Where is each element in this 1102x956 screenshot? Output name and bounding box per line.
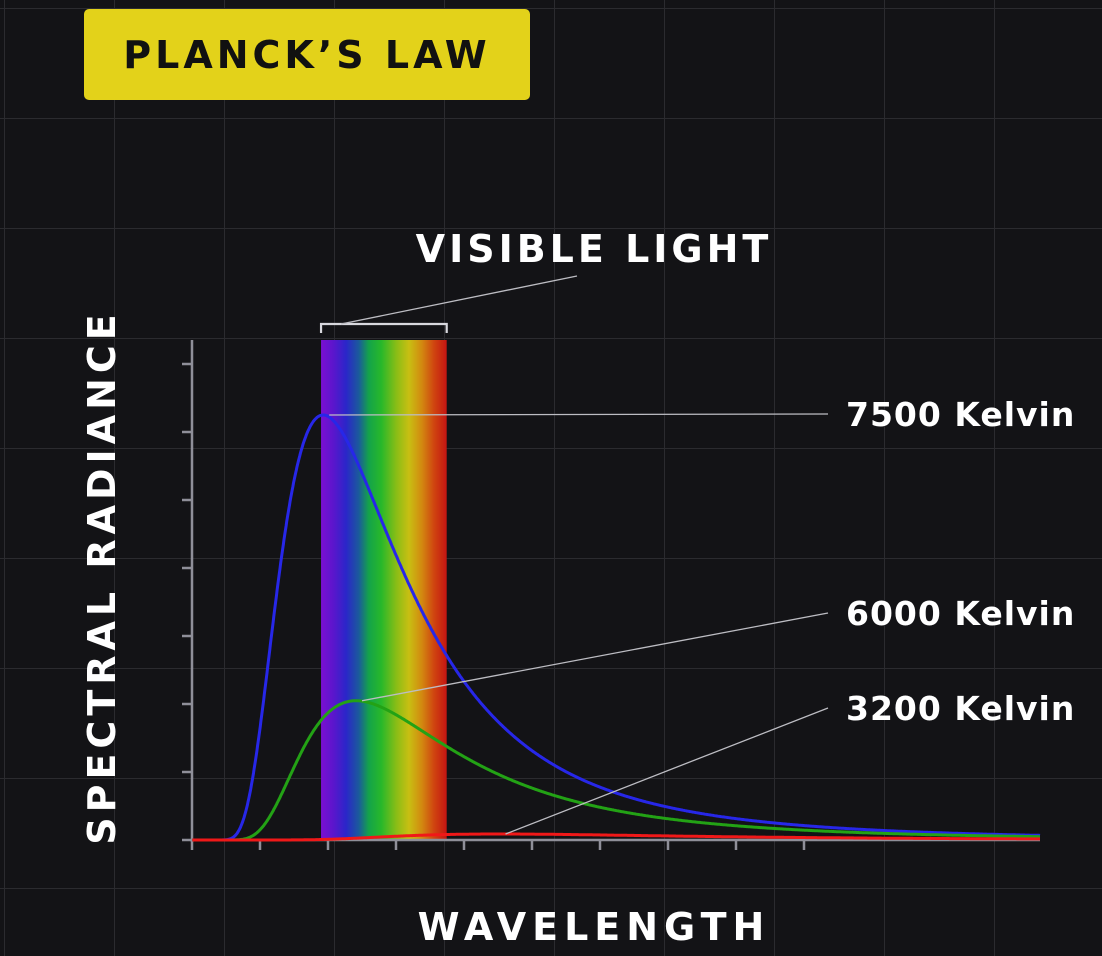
visible-spectrum-band (321, 340, 447, 840)
curve-7500-kelvin (191, 413, 1041, 842)
y-axis-label: SPECTRAL RADIANCE (80, 309, 124, 845)
curve-3200-kelvin (191, 832, 1041, 842)
visible-band-label: VISIBLE LIGHT (416, 227, 773, 271)
leader-line-6000-kelvin (361, 612, 829, 702)
curve-6000-kelvin (191, 699, 1041, 842)
visible-band-leader (340, 275, 578, 325)
leader-line-7500-kelvin (329, 413, 829, 416)
series-label-3200-kelvin: 3200 Kelvin (846, 689, 1075, 728)
chart-title: PLANCK’S LAW (123, 32, 491, 77)
title-badge: PLANCK’S LAW (84, 9, 530, 100)
leader-line-3200-kelvin (505, 707, 829, 835)
visible-band-bracket (319, 322, 448, 333)
series-label-6000-kelvin: 6000 Kelvin (846, 594, 1075, 633)
x-axis-label: WAVELENGTH (418, 905, 771, 949)
series-label-7500-kelvin: 7500 Kelvin (846, 395, 1075, 434)
